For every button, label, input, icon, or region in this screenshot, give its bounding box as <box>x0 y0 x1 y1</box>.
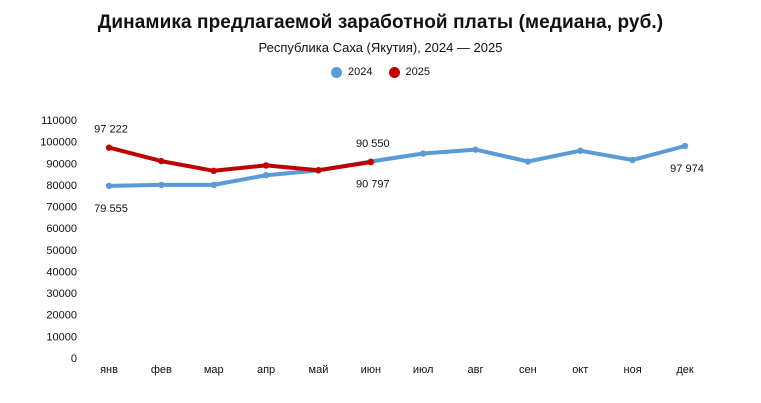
y-tick-label: 80000 <box>46 180 77 192</box>
x-tick-label: фев <box>151 364 172 376</box>
y-tick-label: 40000 <box>46 266 77 278</box>
x-tick-label: сен <box>519 364 537 376</box>
data-point-2025 <box>367 158 375 166</box>
data-point-2025 <box>105 144 113 151</box>
x-tick-label: ноя <box>624 364 642 376</box>
y-tick-label: 90000 <box>46 158 77 170</box>
x-tick-label: авг <box>468 364 484 376</box>
legend-label-2025: 2025 <box>405 66 430 78</box>
legend-item-2025: 2025 <box>388 66 430 78</box>
y-tick-label: 110000 <box>41 115 77 127</box>
y-tick-label: 100000 <box>40 137 77 149</box>
legend-marker-2025 <box>388 66 400 78</box>
series-line-2024 <box>107 144 687 188</box>
data-point-2024 <box>158 181 165 189</box>
x-tick-label: янв <box>100 364 118 376</box>
legend-label-2024: 2024 <box>348 66 373 78</box>
data-point-2024 <box>262 171 270 179</box>
data-label: 90 550 <box>356 138 390 150</box>
chart-title: Динамика предлагаемой заработной платы (… <box>97 12 664 33</box>
data-point-2024 <box>629 156 636 164</box>
data-label: 97 974 <box>670 163 704 175</box>
x-tick-label: дек <box>676 364 694 376</box>
data-point-2025 <box>262 162 270 169</box>
x-tick-label: окт <box>572 364 588 376</box>
x-tick-label: мар <box>204 364 224 376</box>
y-tick-label: 20000 <box>46 310 77 322</box>
x-tick-label: апр <box>257 364 275 376</box>
data-label: 97 222 <box>94 124 128 136</box>
legend-item-2024: 2024 <box>331 66 373 78</box>
y-tick-label: 30000 <box>46 288 77 300</box>
data-point-2024 <box>105 182 113 190</box>
data-point-2025 <box>210 167 217 175</box>
data-point-2024 <box>577 147 584 154</box>
x-tick-label: июл <box>413 364 434 376</box>
data-point-2024 <box>524 158 532 165</box>
y-tick-label: 10000 <box>46 331 77 343</box>
legend: 2024 2025 <box>0 66 761 78</box>
y-tick-label: 0 <box>71 353 77 365</box>
chart-subtitle: Республика Саха (Якутия), 2024 — 2025 <box>258 40 503 55</box>
data-point-2024 <box>210 181 217 189</box>
data-label: 79 555 <box>94 203 128 215</box>
y-tick-label: 60000 <box>46 223 77 235</box>
series-line-2025 <box>107 145 373 173</box>
x-tick-label: июн <box>361 364 381 376</box>
data-point-2024 <box>681 142 689 150</box>
legend-marker-2024 <box>331 66 343 78</box>
data-point-2024 <box>472 146 479 153</box>
data-label: 90 797 <box>356 179 390 191</box>
y-tick-label: 70000 <box>46 202 77 214</box>
data-point-2024 <box>419 150 427 157</box>
data-point-2025 <box>158 157 165 165</box>
x-tick-label: май <box>309 364 329 376</box>
data-point-2025 <box>315 166 322 174</box>
y-tick-label: 50000 <box>46 245 77 257</box>
